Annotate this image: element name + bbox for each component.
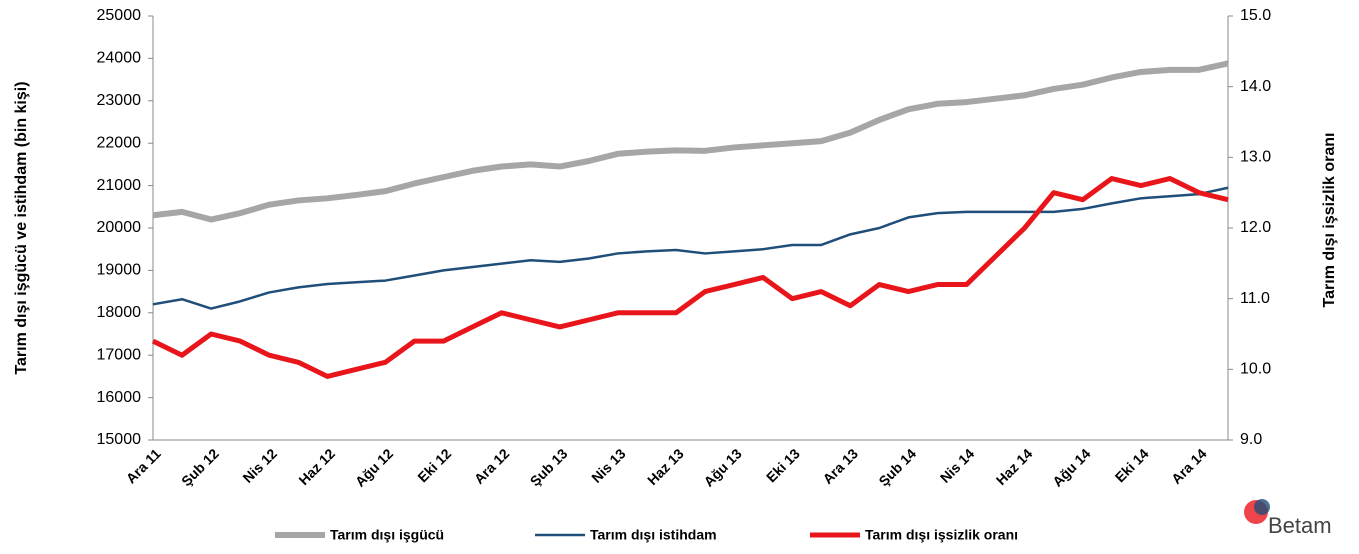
x-tick-label: Şub 14 xyxy=(875,445,919,489)
y2-tick-label: 10.0 xyxy=(1240,361,1271,378)
x-tick-label: Ara 12 xyxy=(471,445,513,487)
logo-icon xyxy=(1254,499,1270,515)
legend-label: Tarım dışı işsizlik oranı xyxy=(865,527,1018,543)
legend-label: Tarım dışı istihdam xyxy=(590,527,717,543)
x-tick-label: Haz 12 xyxy=(295,445,338,488)
x-tick-label: Nis 12 xyxy=(239,445,280,486)
y-tick-label: 16000 xyxy=(97,389,142,406)
x-tick-label: Eki 13 xyxy=(763,445,803,485)
y2-tick-label: 11.0 xyxy=(1240,290,1270,307)
x-tick-label: Şub 12 xyxy=(178,445,222,489)
series-line xyxy=(152,60,1229,223)
x-tick-label: Haz 14 xyxy=(993,445,1036,488)
x-tick-label: Nis 14 xyxy=(937,445,978,486)
y-tick-label: 24000 xyxy=(97,50,142,67)
x-tick-label: Ara 11 xyxy=(123,445,164,486)
y-tick-label: 22000 xyxy=(97,134,142,151)
y-tick-label: 25000 xyxy=(97,7,142,24)
x-tick-label: Ara 13 xyxy=(819,445,861,487)
x-tick-label: Şub 13 xyxy=(527,445,571,489)
y-tick-label: 19000 xyxy=(97,262,142,279)
y-tick-label: 17000 xyxy=(97,346,142,363)
y-tick-label: 15000 xyxy=(97,431,142,448)
y-axis-title: Tarım dışı işgücü ve istihdam (bin kişi) xyxy=(13,81,30,374)
x-tick-label: Nis 13 xyxy=(588,445,629,486)
y2-tick-label: 9.0 xyxy=(1240,431,1262,448)
series-line xyxy=(152,186,1229,310)
x-tick-label: Eki 14 xyxy=(1112,445,1152,485)
y-tick-label: 23000 xyxy=(97,92,142,109)
legend-label: Tarım dışı işgücü xyxy=(330,527,444,543)
x-tick-label: Ağu 13 xyxy=(700,445,744,489)
x-tick-label: Ağu 12 xyxy=(352,445,396,489)
y-tick-label: 21000 xyxy=(97,177,142,194)
y2-tick-label: 15.0 xyxy=(1240,7,1271,24)
logo: Betam xyxy=(1268,513,1332,538)
x-tick-label: Ağu 14 xyxy=(1049,445,1093,489)
y2-tick-label: 12.0 xyxy=(1240,219,1271,236)
x-tick-label: Eki 12 xyxy=(414,445,454,485)
y-tick-label: 20000 xyxy=(97,219,142,236)
y2-axis-title: Tarım dışı işsizlik oranı xyxy=(1321,133,1338,308)
x-tick-label: Ara 14 xyxy=(1168,445,1210,487)
series-line xyxy=(151,176,1229,379)
y2-tick-label: 14.0 xyxy=(1240,78,1271,95)
y2-tick-label: 13.0 xyxy=(1240,149,1271,166)
x-tick-label: Haz 13 xyxy=(644,445,687,488)
y-tick-label: 18000 xyxy=(97,304,142,321)
